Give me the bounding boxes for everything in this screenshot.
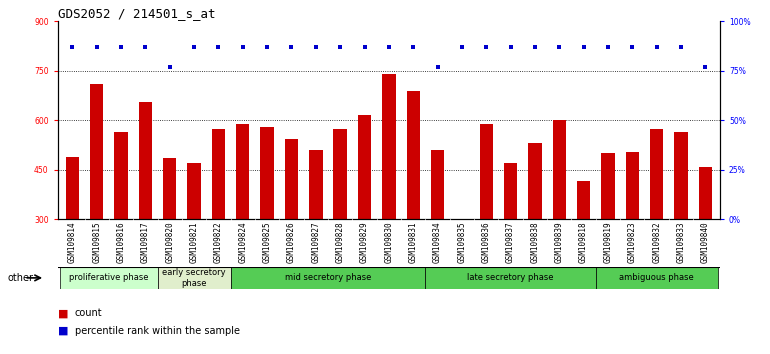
Bar — [65, 157, 79, 319]
Text: GSM109833: GSM109833 — [677, 222, 685, 263]
Text: GSM109828: GSM109828 — [336, 222, 345, 263]
Point — [431, 64, 444, 70]
Point — [699, 64, 711, 70]
Bar — [431, 150, 444, 319]
Point — [480, 44, 492, 50]
Text: ■: ■ — [58, 308, 69, 318]
Bar — [333, 129, 347, 319]
Bar — [158, 267, 230, 289]
Bar — [90, 84, 103, 319]
Point — [66, 44, 79, 50]
Point — [675, 44, 687, 50]
Bar — [309, 150, 323, 319]
Bar — [260, 127, 274, 319]
Point — [188, 44, 200, 50]
Text: GSM109839: GSM109839 — [554, 222, 564, 263]
Text: GSM109837: GSM109837 — [506, 222, 515, 263]
Bar — [480, 124, 493, 319]
Bar — [425, 267, 596, 289]
Bar — [382, 74, 396, 319]
Bar — [455, 219, 469, 319]
Text: proliferative phase: proliferative phase — [69, 273, 149, 282]
Bar — [504, 163, 517, 319]
Text: GSM109819: GSM109819 — [604, 222, 612, 263]
Bar — [236, 124, 249, 319]
Bar — [528, 143, 541, 319]
Point — [213, 44, 225, 50]
Text: GSM109818: GSM109818 — [579, 222, 588, 263]
Bar — [650, 129, 663, 319]
Point — [139, 44, 152, 50]
Bar — [675, 132, 688, 319]
Bar — [358, 115, 371, 319]
Bar — [115, 132, 128, 319]
Text: GSM109825: GSM109825 — [263, 222, 272, 263]
Text: GSM109835: GSM109835 — [457, 222, 467, 263]
Text: GSM109821: GSM109821 — [189, 222, 199, 263]
Point — [456, 44, 468, 50]
Text: GSM109827: GSM109827 — [311, 222, 320, 263]
Bar — [60, 267, 158, 289]
Point — [91, 44, 103, 50]
Text: GSM109838: GSM109838 — [531, 222, 540, 263]
Point — [529, 44, 541, 50]
Text: GSM109820: GSM109820 — [166, 222, 174, 263]
Text: GSM109831: GSM109831 — [409, 222, 417, 263]
Text: GSM109830: GSM109830 — [384, 222, 393, 263]
Text: GSM109817: GSM109817 — [141, 222, 150, 263]
Bar — [230, 267, 425, 289]
Point — [383, 44, 395, 50]
Text: GSM109840: GSM109840 — [701, 222, 710, 263]
Text: GSM109826: GSM109826 — [287, 222, 296, 263]
Text: GSM109814: GSM109814 — [68, 222, 77, 263]
Text: GDS2052 / 214501_s_at: GDS2052 / 214501_s_at — [58, 7, 216, 20]
Bar — [407, 91, 420, 319]
Text: early secretory
phase: early secretory phase — [162, 268, 226, 287]
Point — [626, 44, 638, 50]
Point — [602, 44, 614, 50]
Text: GSM109815: GSM109815 — [92, 222, 101, 263]
Text: late secretory phase: late secretory phase — [467, 273, 554, 282]
Point — [407, 44, 420, 50]
Point — [651, 44, 663, 50]
Text: GSM109816: GSM109816 — [116, 222, 126, 263]
Bar — [577, 182, 591, 319]
Point — [334, 44, 346, 50]
Point — [504, 44, 517, 50]
Bar — [212, 129, 225, 319]
Point — [261, 44, 273, 50]
Text: GSM109834: GSM109834 — [433, 222, 442, 263]
Point — [115, 44, 127, 50]
Bar — [187, 163, 201, 319]
Bar — [285, 138, 298, 319]
Point — [163, 64, 176, 70]
Text: mid secretory phase: mid secretory phase — [285, 273, 371, 282]
Text: GSM109832: GSM109832 — [652, 222, 661, 263]
Point — [358, 44, 370, 50]
Bar — [698, 167, 712, 319]
Bar — [596, 267, 718, 289]
Text: other: other — [8, 273, 34, 283]
Bar — [601, 153, 614, 319]
Text: GSM109829: GSM109829 — [360, 222, 369, 263]
Bar — [139, 102, 152, 319]
Point — [553, 44, 565, 50]
Point — [310, 44, 322, 50]
Text: ■: ■ — [58, 326, 69, 336]
Text: GSM109822: GSM109822 — [214, 222, 223, 263]
Bar — [625, 152, 639, 319]
Text: ambiguous phase: ambiguous phase — [619, 273, 694, 282]
Text: GSM109836: GSM109836 — [482, 222, 490, 263]
Text: GSM109824: GSM109824 — [238, 222, 247, 263]
Text: count: count — [75, 308, 102, 318]
Text: percentile rank within the sample: percentile rank within the sample — [75, 326, 239, 336]
Bar — [553, 120, 566, 319]
Point — [286, 44, 298, 50]
Point — [236, 44, 249, 50]
Point — [578, 44, 590, 50]
Text: GSM109823: GSM109823 — [628, 222, 637, 263]
Bar — [163, 158, 176, 319]
